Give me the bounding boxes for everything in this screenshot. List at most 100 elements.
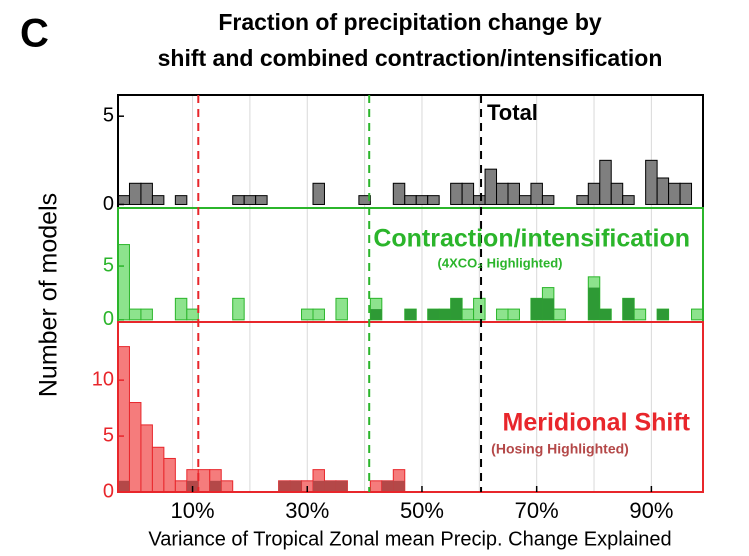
histogram-bar [496, 308, 509, 321]
histogram-bar [381, 480, 394, 492]
histogram-bar [473, 195, 486, 205]
histogram-bar [691, 308, 704, 321]
histogram-bar [645, 159, 658, 205]
histogram-bar [369, 480, 383, 493]
histogram-bar [553, 308, 566, 321]
chart-title: Fraction of precipitation change by [218, 9, 602, 35]
histogram-bar [587, 182, 601, 205]
histogram-bar [588, 287, 600, 320]
histogram-bar [679, 182, 693, 205]
y-tick-label: 0 [103, 480, 114, 502]
histogram-bar [415, 195, 429, 205]
histogram-bar [668, 182, 681, 205]
histogram-bar [278, 480, 291, 492]
histogram-bar [622, 195, 635, 205]
histogram-bar [140, 424, 153, 493]
x-tick-label: 30% [285, 498, 329, 523]
histogram-bar [117, 195, 130, 205]
panel-sublabel: (Hosing Highlighted) [491, 441, 629, 457]
histogram-bar [255, 195, 268, 205]
y-tick-label: 0 [103, 308, 114, 330]
histogram-bar [186, 308, 199, 321]
histogram-bar [496, 182, 509, 205]
panel-label: Contraction/intensification [373, 225, 690, 253]
histogram-bar [290, 480, 302, 492]
histogram-bar [128, 402, 142, 493]
histogram-bar [622, 298, 635, 320]
histogram-bar [163, 457, 176, 493]
histogram-bar [312, 308, 325, 321]
panel-letter: C [20, 12, 49, 56]
y-tick-label: 5 [103, 104, 114, 126]
histogram-bar [312, 182, 325, 205]
chart-title: shift and combined contraction/intensifi… [158, 45, 663, 71]
histogram-bar [358, 195, 371, 205]
x-tick-label: 90% [629, 498, 673, 523]
histogram-bar [461, 182, 475, 205]
histogram-bar [610, 182, 624, 205]
histogram-bar [174, 297, 188, 321]
histogram-bar [151, 195, 165, 205]
histogram-bar [427, 309, 440, 320]
histogram-bar [599, 309, 612, 320]
panel-label: Meridional Shift [503, 409, 691, 437]
histogram-bar [232, 297, 245, 321]
histogram-bar [427, 195, 440, 205]
histogram-bar [530, 298, 543, 320]
histogram-bar [484, 168, 498, 205]
histogram-bar [541, 195, 555, 205]
histogram-bar [243, 195, 257, 205]
histogram-bar [530, 182, 543, 205]
histogram-bar [633, 308, 647, 321]
y-tick-label: 0 [103, 193, 114, 215]
histogram-bar [128, 182, 142, 205]
histogram-bar [197, 469, 211, 493]
y-tick-label: 5 [103, 254, 114, 276]
histogram-bar [507, 182, 520, 205]
x-tick-label: 70% [515, 498, 559, 523]
histogram-bar [393, 480, 405, 492]
panel-label: Total [487, 100, 538, 125]
histogram-bar [461, 308, 475, 321]
histogram-bar [335, 480, 348, 492]
histogram-bar [232, 195, 245, 205]
y-axis-label: Number of models [35, 193, 63, 397]
histogram-bar [118, 480, 130, 492]
histogram-bar [392, 182, 406, 205]
histogram-bar [117, 244, 130, 321]
histogram-bar [174, 195, 188, 205]
histogram-bar [220, 480, 234, 493]
histogram-bar [576, 195, 589, 205]
histogram-bar [404, 195, 417, 205]
histogram-bar [439, 309, 451, 320]
y-tick-label: 10 [92, 368, 114, 390]
panel-sublabel: (4XCO₂ Highlighted) [438, 255, 563, 270]
histogram-bar [404, 309, 417, 320]
histogram-bar [542, 298, 554, 320]
histogram-bar [324, 480, 336, 492]
histogram-bar [209, 480, 222, 492]
histogram-bar [450, 298, 463, 320]
histogram-bar [313, 480, 325, 492]
histogram-bar [335, 297, 348, 321]
histogram-bar [370, 309, 382, 320]
y-tick-label: 5 [103, 424, 114, 446]
histogram-bar [507, 308, 520, 321]
histogram-bar [657, 309, 669, 320]
histogram-bar [656, 177, 670, 205]
histogram-bar [301, 308, 314, 321]
histogram-bar [518, 195, 532, 205]
x-tick-label: 50% [400, 498, 444, 523]
histogram-bar [140, 308, 153, 321]
histogram-bar [128, 308, 142, 321]
histogram-bar [174, 480, 188, 493]
x-axis-label: Variance of Tropical Zonal mean Precip. … [148, 528, 671, 550]
x-tick-label: 10% [171, 498, 215, 523]
histogram-bar [473, 297, 486, 321]
histogram-bar [450, 182, 463, 205]
panel-frame [117, 321, 704, 493]
histogram-bar [151, 446, 165, 493]
histogram-bar [117, 346, 130, 493]
histogram-bar [599, 159, 612, 205]
